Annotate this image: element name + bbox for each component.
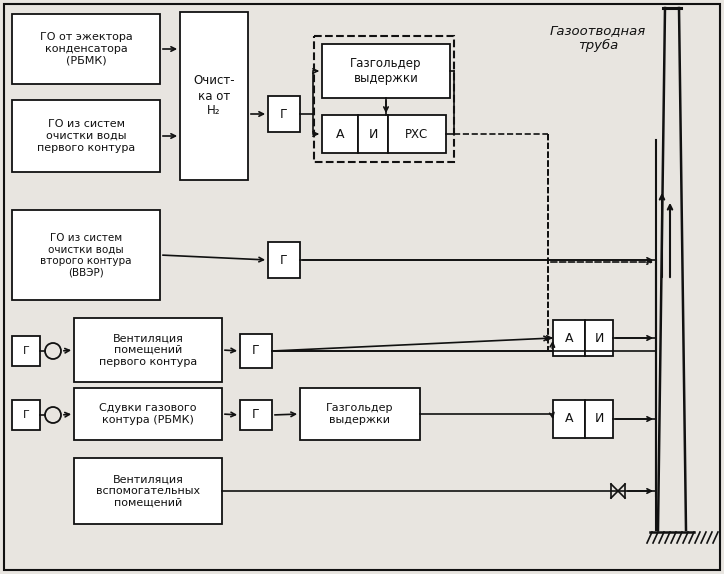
Bar <box>12 14 160 84</box>
Bar <box>12 100 160 172</box>
Text: А: А <box>565 413 573 425</box>
Text: Сдувки газового
контура (РБМК): Сдувки газового контура (РБМК) <box>99 403 197 425</box>
Bar <box>585 320 613 356</box>
Text: И: И <box>594 413 604 425</box>
Bar <box>322 115 358 153</box>
Text: Г: Г <box>252 344 260 358</box>
Bar <box>240 400 272 430</box>
Bar <box>12 336 40 366</box>
Text: Г: Г <box>280 107 288 121</box>
Bar <box>388 115 446 153</box>
Text: А: А <box>565 332 573 344</box>
Text: Вентиляция
помещений
первого контура: Вентиляция помещений первого контура <box>99 333 197 367</box>
Bar <box>74 388 222 440</box>
Bar <box>585 400 613 438</box>
Bar <box>553 400 585 438</box>
Text: Газгольдер
выдержки: Газгольдер выдержки <box>327 403 394 425</box>
Text: Г: Г <box>280 254 288 266</box>
Text: Газгольдер
выдержки: Газгольдер выдержки <box>350 57 422 85</box>
Text: ГО из систем
очистки воды
второго контура
(ВВЭР): ГО из систем очистки воды второго контур… <box>41 232 132 277</box>
Bar <box>12 400 40 430</box>
Bar <box>314 36 454 162</box>
Bar <box>322 44 450 98</box>
Bar <box>300 388 420 440</box>
Bar <box>358 115 388 153</box>
Bar <box>180 12 248 180</box>
Text: ГО от эжектора
конденсатора
(РБМК): ГО от эжектора конденсатора (РБМК) <box>40 32 132 65</box>
Bar <box>74 458 222 524</box>
Bar <box>553 320 585 356</box>
Bar <box>240 334 272 368</box>
Text: Газоотводная
труба: Газоотводная труба <box>550 24 646 52</box>
Text: РХС: РХС <box>405 127 429 141</box>
Text: И: И <box>594 332 604 344</box>
Text: И: И <box>369 127 378 141</box>
Text: Г: Г <box>22 346 30 356</box>
Bar <box>268 242 300 278</box>
Text: Очист-
ка от
H₂: Очист- ка от H₂ <box>193 75 235 118</box>
Text: А: А <box>336 127 344 141</box>
Text: Вентиляция
вспомогательных
помещений: Вентиляция вспомогательных помещений <box>96 474 200 507</box>
Text: Г: Г <box>22 410 30 420</box>
Bar <box>12 210 160 300</box>
Text: ГО из систем
очистки воды
первого контура: ГО из систем очистки воды первого контур… <box>37 119 135 153</box>
Text: Г: Г <box>252 409 260 421</box>
Bar <box>74 318 222 382</box>
Bar <box>268 96 300 132</box>
